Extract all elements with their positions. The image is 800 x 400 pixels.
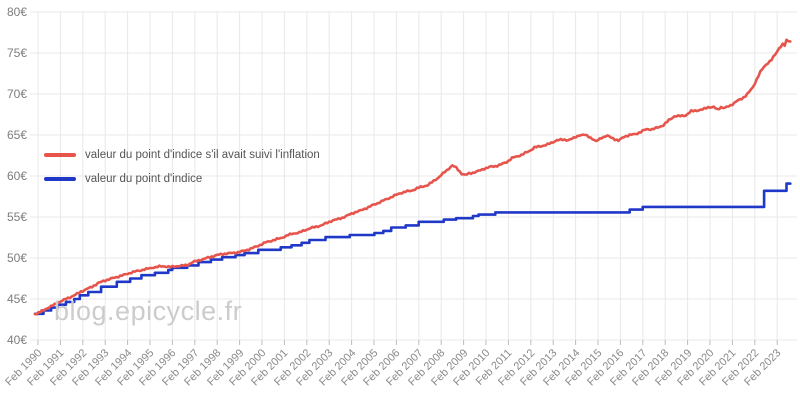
y-tick-label: 55€ <box>6 210 27 224</box>
watermark: blog.epicycle.fr <box>54 296 243 326</box>
y-tick-label: 60€ <box>6 169 27 183</box>
legend-label: valeur du point d'indice s'il avait suiv… <box>85 149 320 161</box>
y-tick-label: 40€ <box>6 333 27 347</box>
legend-item-inflation: valeur du point d'indice s'il avait suiv… <box>44 143 320 167</box>
legend: valeur du point d'indice s'il avait suiv… <box>44 143 320 191</box>
y-tick-label: 65€ <box>6 128 27 142</box>
inflation-line-swatch <box>44 153 76 157</box>
y-tick-label: 45€ <box>6 292 27 306</box>
legend-label: valeur du point d'indice <box>85 173 203 185</box>
y-tick-label: 75€ <box>6 46 27 60</box>
legend-item-indice: valeur du point d'indice <box>44 167 320 191</box>
indice-line-swatch <box>44 177 76 181</box>
y-tick-label: 70€ <box>6 87 27 101</box>
y-tick-label: 50€ <box>6 251 27 265</box>
y-tick-label: 80€ <box>6 5 27 19</box>
